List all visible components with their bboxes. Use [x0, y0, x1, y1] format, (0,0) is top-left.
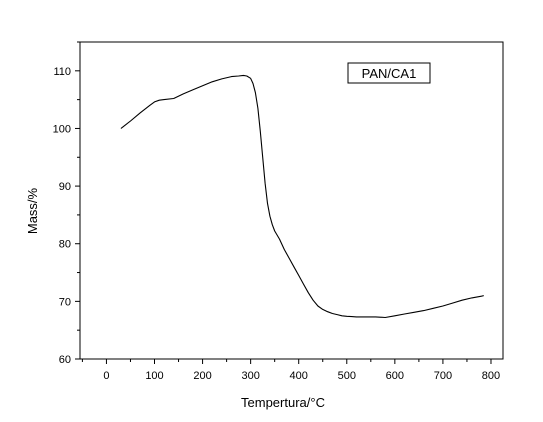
- x-tick-label: 400: [290, 370, 308, 382]
- x-tick-label: 700: [434, 370, 452, 382]
- series-line: [120, 74, 484, 319]
- legend-box: [347, 62, 431, 84]
- x-tick-label: 0: [103, 370, 109, 382]
- x-tick-label: 800: [482, 370, 500, 382]
- x-tick-label: 500: [338, 370, 356, 382]
- y-axis-title: Mass/%: [25, 187, 40, 234]
- x-tick-label: 200: [193, 370, 211, 382]
- x-tick-label: 300: [241, 370, 259, 382]
- y-tick-label: 110: [53, 66, 71, 78]
- y-tick-label: 60: [59, 354, 71, 366]
- y-tick-label: 70: [59, 296, 71, 308]
- y-tick-label: 100: [53, 123, 71, 135]
- plot-frame: [79, 41, 504, 360]
- y-tick-label: 80: [59, 239, 71, 251]
- x-axis-title: Tempertura/°C: [241, 395, 325, 410]
- legend-series-label: PAN/CA1: [362, 66, 417, 81]
- x-tick-label: 100: [145, 370, 163, 382]
- x-tick-label: 600: [386, 370, 404, 382]
- y-tick-label: 90: [59, 181, 71, 193]
